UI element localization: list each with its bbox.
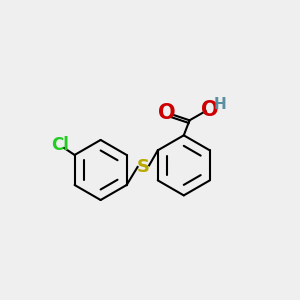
Text: O: O <box>158 103 175 123</box>
Text: S: S <box>137 158 150 175</box>
Text: Cl: Cl <box>51 136 68 154</box>
Text: H: H <box>214 97 226 112</box>
Text: O: O <box>201 100 219 120</box>
